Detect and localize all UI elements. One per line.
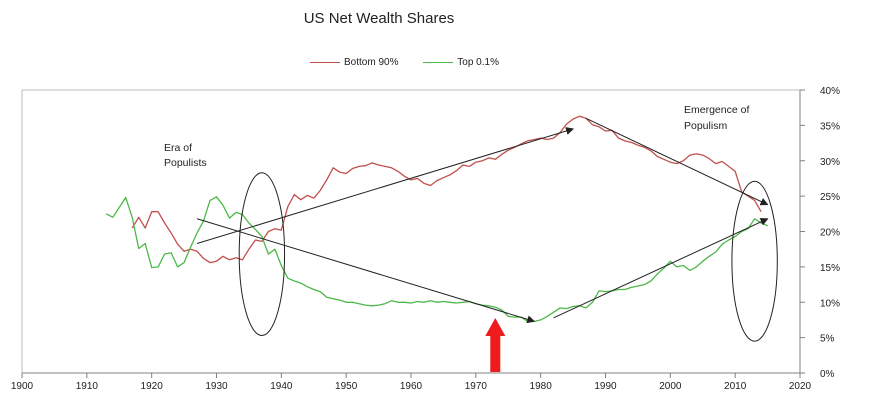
x-tick-label: 1910 bbox=[76, 381, 99, 392]
x-tick-label: 1900 bbox=[11, 381, 34, 392]
y-tick-label: 0% bbox=[820, 369, 835, 380]
annotation-era-of-line2: Populists bbox=[164, 157, 207, 169]
series-line-bottom-90 bbox=[131, 115, 762, 264]
y-tick-label: 40% bbox=[820, 86, 840, 97]
ellipse-layer bbox=[238, 172, 778, 342]
x-tick-label: 1920 bbox=[141, 381, 164, 392]
trend-arrow bbox=[196, 127, 575, 245]
y-tick-label: 5% bbox=[820, 334, 835, 345]
red-up-arrow-icon bbox=[485, 318, 506, 372]
x-tick-label: 1970 bbox=[465, 381, 488, 392]
legend-label-top-0-1: Top 0.1% bbox=[457, 57, 499, 68]
trend-arrow bbox=[585, 117, 769, 206]
annotation-emergence-line1: Emergence of bbox=[684, 104, 749, 116]
trend-arrow bbox=[553, 218, 769, 319]
x-tick-label: 2020 bbox=[789, 381, 812, 392]
y-tick-label: 35% bbox=[820, 121, 840, 132]
plot-area-border bbox=[21, 89, 801, 374]
x-tick-label: 1990 bbox=[594, 381, 617, 392]
legend-swatch-bottom-90 bbox=[310, 62, 340, 63]
x-tick-label: 1950 bbox=[335, 381, 358, 392]
trend-arrow bbox=[196, 218, 536, 324]
emergence-of-populism-ellipse bbox=[731, 180, 778, 342]
legend: Bottom 90% Top 0.1% bbox=[310, 55, 521, 68]
y-tick-label: 10% bbox=[820, 298, 840, 309]
x-tick-label: 2000 bbox=[659, 381, 682, 392]
arrow-layer bbox=[196, 117, 769, 324]
annotation-emergence-line2: Populism bbox=[684, 120, 727, 132]
era-of-populists-ellipse bbox=[238, 172, 286, 337]
x-tick-label: 1940 bbox=[270, 381, 293, 392]
x-tick-label: 1930 bbox=[205, 381, 228, 392]
x-axis-ticks: 1900 1910 1920 1930 1940 1950 1960 1970 1980 1990… bbox=[11, 373, 812, 392]
legend-label-bottom-90: Bottom 90% bbox=[344, 57, 399, 68]
legend-swatch-top-0-1 bbox=[423, 62, 454, 63]
y-tick-label: 25% bbox=[820, 192, 840, 203]
legend-item-top-0-1: Top 0.1% bbox=[423, 57, 499, 68]
chart-title: US Net Wealth Shares bbox=[303, 10, 455, 27]
y-tick-label: 30% bbox=[820, 157, 840, 168]
legend-item-bottom-90: Bottom 90% bbox=[310, 57, 398, 68]
y-tick-label: 20% bbox=[820, 228, 840, 239]
annotation-era-of-line1: Era of bbox=[164, 142, 192, 154]
y-tick-label: 15% bbox=[820, 263, 840, 274]
x-tick-label: 1980 bbox=[530, 381, 553, 392]
x-tick-label: 2010 bbox=[724, 381, 747, 392]
series-layer bbox=[105, 115, 768, 323]
x-tick-label: 1960 bbox=[400, 381, 423, 392]
marker-layer bbox=[485, 318, 506, 372]
y-axis-ticks: 0% 5% 10% 15% 20% 25% 30% 35% 40% bbox=[800, 86, 840, 380]
series-line-top-0-1 bbox=[105, 196, 768, 323]
annotation-layer: Era of Populists Emergence of Populism bbox=[164, 104, 749, 169]
